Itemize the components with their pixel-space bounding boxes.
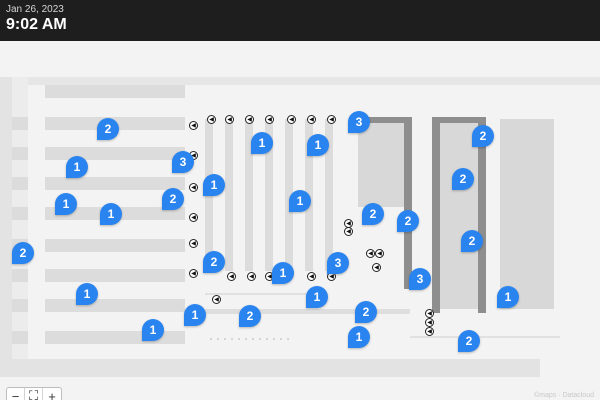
direction-marker: ◀ (425, 327, 434, 336)
direction-marker: ◀ (189, 121, 198, 130)
rack-a (404, 117, 412, 289)
direction-marker: ◀ (247, 272, 256, 281)
direction-marker: ◀ (227, 272, 236, 281)
cluster-pin[interactable]: 1 (348, 326, 370, 348)
cluster-pin[interactable]: 1 (272, 262, 294, 284)
cluster-pin[interactable]: 1 (142, 319, 164, 341)
direction-marker: ◀ (207, 115, 216, 124)
date-label: Jan 26, 2023 (6, 4, 64, 15)
fit-view-button[interactable]: ⛶ (25, 388, 43, 400)
direction-marker: ◀ (327, 115, 336, 124)
cluster-pin[interactable]: 2 (239, 305, 261, 327)
cluster-pin[interactable]: 1 (307, 134, 329, 156)
top-band (0, 77, 600, 85)
direction-marker: ◀ (225, 115, 234, 124)
cluster-pin[interactable]: 2 (452, 168, 474, 190)
storage-block-b (440, 119, 478, 309)
rack-c (478, 117, 486, 313)
map-attribution: ©maps · Datacloud (533, 392, 594, 399)
cluster-pin[interactable]: 2 (355, 301, 377, 323)
direction-marker: ◀ (307, 272, 316, 281)
cluster-pin[interactable]: 1 (100, 203, 122, 225)
direction-marker: ◀ (189, 183, 198, 192)
cluster-pin[interactable]: 1 (289, 190, 311, 212)
cluster-pin[interactable]: 1 (497, 286, 519, 308)
direction-marker: ◀ (189, 213, 198, 222)
cluster-pin[interactable]: 2 (397, 210, 419, 232)
direction-marker: ◀ (189, 269, 198, 278)
cluster-pin[interactable]: 3 (348, 111, 370, 133)
bottom-band (0, 359, 540, 377)
cluster-pin[interactable]: 1 (66, 156, 88, 178)
direction-marker: ◀ (425, 318, 434, 327)
direction-marker: ◀ (212, 295, 221, 304)
rack-b (432, 117, 440, 313)
direction-marker: ◀ (265, 115, 274, 124)
cluster-pin[interactable]: 2 (12, 242, 34, 264)
cluster-pin[interactable]: 1 (55, 193, 77, 215)
cluster-pin[interactable]: 2 (97, 118, 119, 140)
direction-marker: ◀ (287, 115, 296, 124)
time-label: 9:02 AM (6, 16, 67, 33)
cluster-pin[interactable]: 2 (458, 330, 480, 352)
zoom-in-button[interactable]: + (48, 388, 56, 400)
status-bar: Jan 26, 2023 9:02 AM (0, 0, 600, 41)
zoom-controls: − ⛶ + (6, 387, 62, 400)
zoom-out-button[interactable]: − (7, 388, 25, 400)
left-band (0, 77, 12, 359)
direction-marker: ◀ (307, 115, 316, 124)
walkway (205, 309, 410, 314)
direction-marker: ◀ (375, 249, 384, 258)
cluster-pin[interactable]: 1 (184, 304, 206, 326)
floor-map[interactable]: ◀ ◀ ◀ ◀ ◀ ◀ ◀ ◀ ◀ ◀ ◀ ◀ ◀ ◀ ◀ ◀ ◀ ◀ ◀ ◀ … (0, 41, 600, 400)
storage-block-c (500, 119, 554, 309)
direction-marker: ◀ (372, 263, 381, 272)
floor-plan-drawing (0, 77, 600, 377)
cluster-pin[interactable]: 2 (461, 230, 483, 252)
cluster-pin[interactable]: 3 (327, 252, 349, 274)
cluster-pin[interactable]: 1 (203, 174, 225, 196)
direction-marker: ◀ (366, 249, 375, 258)
direction-marker: ◀ (189, 239, 198, 248)
cluster-pin[interactable]: 3 (409, 268, 431, 290)
cluster-pin[interactable]: 1 (251, 132, 273, 154)
cluster-pin[interactable]: 3 (172, 151, 194, 173)
cluster-pin[interactable]: 2 (203, 251, 225, 273)
cluster-pin[interactable]: 2 (362, 203, 384, 225)
direction-marker: ◀ (344, 227, 353, 236)
cluster-pin[interactable]: 1 (76, 283, 98, 305)
cluster-pin[interactable]: 2 (162, 188, 184, 210)
direction-marker: ◀ (245, 115, 254, 124)
direction-marker: ◀ (425, 309, 434, 318)
cluster-pin[interactable]: 1 (306, 286, 328, 308)
cluster-pin[interactable]: 2 (472, 125, 494, 147)
storage-block-a (358, 119, 404, 207)
